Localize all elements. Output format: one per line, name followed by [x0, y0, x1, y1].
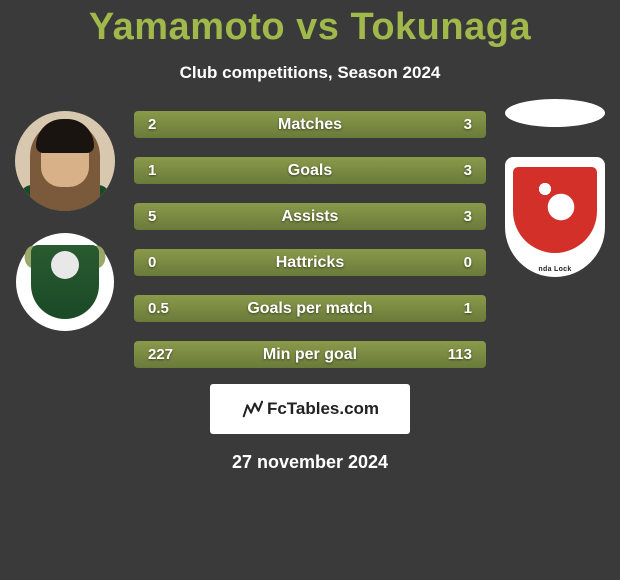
- source-badge: FcTables.com: [210, 384, 410, 434]
- right-club-crest: nda Lock: [505, 157, 605, 277]
- stat-left-value: 0: [148, 254, 156, 271]
- stats-bars: 2 Matches 3 1 Goals 3 5 Assists 3 0 Hatt…: [134, 111, 486, 368]
- stat-label: Matches: [278, 116, 342, 134]
- stat-row-hattricks: 0 Hattricks 0: [134, 249, 486, 276]
- left-club-crest: [16, 233, 114, 331]
- stat-label: Min per goal: [263, 346, 357, 364]
- stat-label: Goals: [288, 162, 332, 180]
- stat-left-value: 5: [148, 208, 156, 225]
- date-label: 27 november 2024: [0, 452, 620, 473]
- stat-right-value: 0: [464, 254, 472, 271]
- subtitle: Club competitions, Season 2024: [0, 63, 620, 83]
- page-title: Yamamoto vs Tokunaga: [0, 0, 620, 49]
- hair-shape: [36, 119, 94, 153]
- fctables-logo-icon: [241, 398, 263, 420]
- stat-label: Assists: [282, 208, 339, 226]
- stat-label: Goals per match: [247, 300, 372, 318]
- crest-ball-icon: [51, 251, 79, 279]
- stat-left-value: 2: [148, 116, 156, 133]
- right-player-photo-placeholder: [505, 99, 605, 127]
- crest-text: nda Lock: [505, 266, 605, 273]
- comparison-content: nda Lock 2 Matches 3 1 Goals 3 5 Assists…: [0, 111, 620, 473]
- left-player-photo: [15, 111, 115, 211]
- stat-right-value: 3: [464, 162, 472, 179]
- stat-left-value: 0.5: [148, 300, 169, 317]
- stat-left-value: 227: [148, 346, 173, 363]
- crest-dragon-icon: [527, 175, 583, 231]
- stat-right-value: 3: [464, 116, 472, 133]
- stat-label: Hattricks: [276, 254, 344, 272]
- stat-right-value: 1: [464, 300, 472, 317]
- stat-row-matches: 2 Matches 3: [134, 111, 486, 138]
- stat-row-goals: 1 Goals 3: [134, 157, 486, 184]
- stat-row-min-per-goal: 227 Min per goal 113: [134, 341, 486, 368]
- stat-row-assists: 5 Assists 3: [134, 203, 486, 230]
- right-player-column: nda Lock: [500, 99, 610, 277]
- stat-row-goals-per-match: 0.5 Goals per match 1: [134, 295, 486, 322]
- stat-right-value: 113: [448, 346, 472, 363]
- stat-left-value: 1: [148, 162, 156, 179]
- left-player-column: [10, 111, 120, 331]
- stat-right-value: 3: [464, 208, 472, 225]
- source-brand: FcTables.com: [267, 399, 379, 419]
